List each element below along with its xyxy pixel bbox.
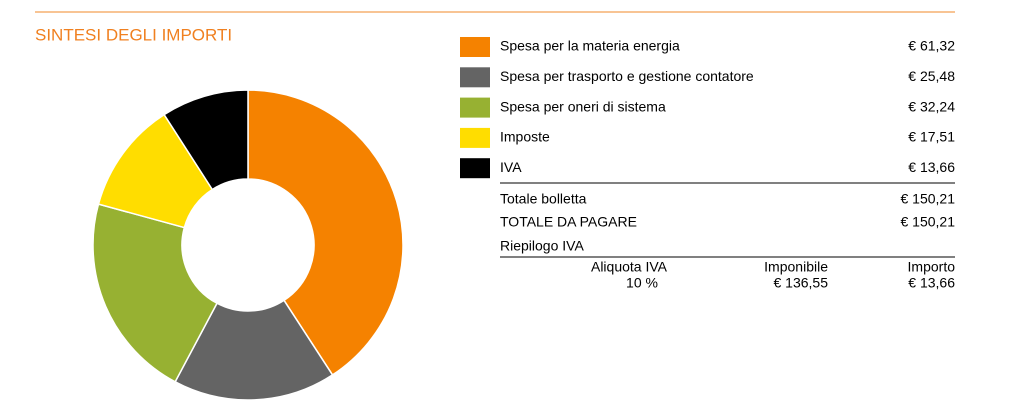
legend-label: Imposte bbox=[500, 129, 550, 145]
total-label: TOTALE DA PAGARE bbox=[500, 214, 637, 230]
total-label: Totale bolletta bbox=[500, 191, 587, 207]
legend-value: € 61,32 bbox=[908, 38, 955, 54]
vat-header: Aliquota IVA bbox=[591, 259, 668, 275]
legend-label: IVA bbox=[500, 159, 522, 175]
vat-cell: € 136,55 bbox=[774, 275, 829, 291]
donut-slice bbox=[92, 203, 219, 383]
donut-slice bbox=[163, 89, 249, 191]
legend-value: € 25,48 bbox=[908, 68, 955, 84]
vat-cell: € 13,66 bbox=[908, 275, 955, 291]
vat-header: Importo bbox=[908, 259, 956, 275]
donut-slice bbox=[174, 299, 334, 401]
legend-value: € 32,24 bbox=[908, 98, 955, 114]
vat-title: Riepilogo IVA bbox=[500, 238, 584, 254]
vat-header: Imponibile bbox=[764, 259, 828, 275]
section-title: SINTESI DEGLI IMPORTI bbox=[35, 25, 232, 44]
legend-swatch bbox=[460, 158, 490, 179]
legend-label: Spesa per la materia energia bbox=[500, 38, 680, 54]
legend-swatch bbox=[460, 67, 490, 88]
legend-swatch bbox=[460, 37, 490, 57]
legend-value: € 13,66 bbox=[908, 159, 955, 175]
legend-swatch bbox=[460, 127, 490, 148]
legend-label: Spesa per oneri di sistema bbox=[500, 98, 666, 114]
total-value: € 150,21 bbox=[901, 214, 956, 230]
vat-cell: 10 % bbox=[626, 275, 658, 291]
legend-value: € 17,51 bbox=[908, 129, 955, 145]
total-value: € 150,21 bbox=[901, 191, 956, 207]
legend-swatch bbox=[460, 97, 490, 118]
legend-label: Spesa per trasporto e gestione contatore bbox=[500, 68, 754, 84]
